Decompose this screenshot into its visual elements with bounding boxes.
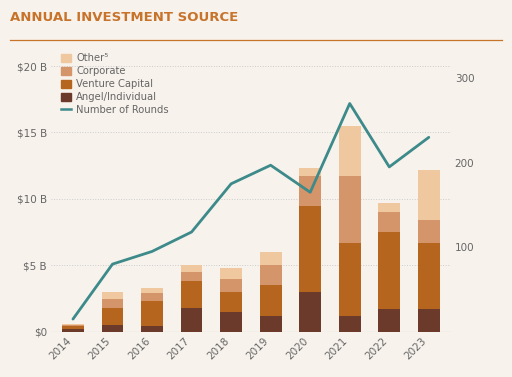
Bar — [101, 292, 123, 299]
Bar — [378, 212, 400, 232]
Bar — [62, 329, 84, 332]
Bar — [181, 308, 202, 332]
Text: ANNUAL INVESTMENT SOURCE: ANNUAL INVESTMENT SOURCE — [10, 11, 239, 24]
Bar — [378, 232, 400, 309]
Bar — [378, 309, 400, 332]
Bar — [101, 308, 123, 325]
Bar — [220, 279, 242, 292]
Bar — [300, 169, 321, 176]
Bar — [141, 301, 163, 326]
Bar — [260, 285, 282, 316]
Bar — [62, 326, 84, 329]
Bar — [418, 309, 440, 332]
Bar — [339, 243, 360, 316]
Bar — [339, 176, 360, 243]
Bar — [260, 252, 282, 265]
Bar — [181, 272, 202, 281]
Bar — [260, 265, 282, 285]
Bar — [220, 312, 242, 332]
Bar — [141, 288, 163, 293]
Bar — [339, 126, 360, 176]
Bar — [62, 325, 84, 326]
Bar — [141, 326, 163, 332]
Bar — [339, 316, 360, 332]
Bar — [181, 281, 202, 308]
Bar — [141, 293, 163, 301]
Bar — [418, 170, 440, 220]
Bar — [101, 299, 123, 308]
Bar — [220, 292, 242, 312]
Bar — [260, 316, 282, 332]
Bar — [300, 292, 321, 332]
Bar — [101, 325, 123, 332]
Bar — [300, 205, 321, 292]
Bar — [418, 243, 440, 309]
Bar — [418, 220, 440, 243]
Bar — [220, 268, 242, 279]
Bar — [300, 176, 321, 205]
Bar — [181, 265, 202, 272]
Bar — [378, 203, 400, 212]
Legend: Other⁵, Corporate, Venture Capital, Angel/Individual, Number of Rounds: Other⁵, Corporate, Venture Capital, Ange… — [60, 52, 170, 116]
